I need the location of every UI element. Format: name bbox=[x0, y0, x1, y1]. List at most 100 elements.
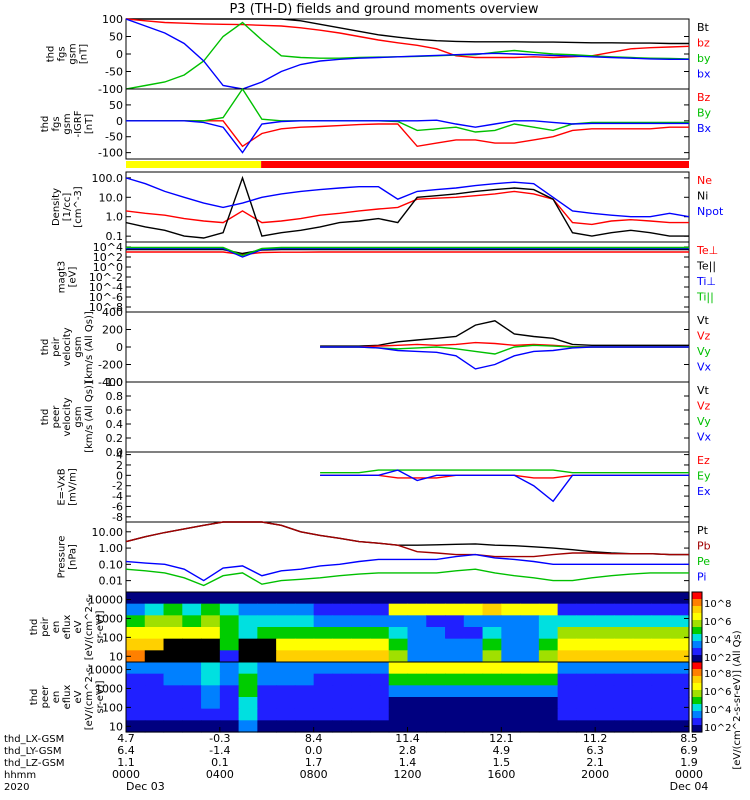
spectrogram-cell bbox=[369, 720, 390, 733]
spectrogram-cell bbox=[126, 615, 146, 628]
spectrogram-cell bbox=[407, 650, 427, 663]
spectrogram-cell bbox=[576, 697, 596, 710]
spectrogram-cell bbox=[520, 662, 540, 675]
colorbar-cell bbox=[692, 663, 702, 667]
spectrogram-cell bbox=[538, 720, 559, 733]
spectrogram-cell bbox=[294, 685, 315, 698]
spectrogram-cell bbox=[651, 697, 671, 710]
series-pb bbox=[125, 521, 689, 558]
spectrogram-cell bbox=[369, 592, 390, 605]
spectrogram-cell bbox=[670, 627, 690, 640]
spectrogram-cell bbox=[144, 650, 165, 663]
y-tick-label: 4 bbox=[116, 449, 123, 462]
spectrogram-cell bbox=[388, 603, 409, 616]
spectrogram-cell bbox=[182, 592, 202, 605]
spectrogram-cell bbox=[219, 592, 240, 605]
spectrogram-cell bbox=[294, 627, 315, 640]
spectrogram-cell bbox=[276, 673, 296, 686]
y-axis-label-line: gsm bbox=[73, 336, 84, 357]
colorbar-cell bbox=[692, 627, 702, 630]
spectrogram-cell bbox=[294, 615, 315, 628]
spectrogram-cell bbox=[576, 603, 596, 616]
y-axis-label-line: thd bbox=[29, 689, 40, 706]
chart-title: P3 (TH-D) fields and ground moments over… bbox=[229, 2, 538, 17]
spectrogram-cell bbox=[670, 615, 690, 628]
panel-frame bbox=[125, 451, 690, 523]
y-axis-label-line: -IGRF bbox=[73, 110, 84, 137]
x-tick-label: 0000 bbox=[112, 768, 140, 781]
spectrogram-cell bbox=[313, 720, 334, 733]
colorbar-cell bbox=[692, 725, 702, 728]
spectrogram-cell bbox=[595, 697, 615, 710]
spectrogram-cell bbox=[613, 627, 634, 640]
colorbar-cell bbox=[692, 702, 702, 705]
legend-entry: Bz bbox=[697, 91, 711, 104]
y-tick-label: 0 bbox=[116, 341, 123, 354]
y-tick-label: 1.00 bbox=[99, 542, 124, 555]
spectrogram-cell bbox=[219, 662, 240, 675]
colorbar-cell bbox=[692, 723, 702, 726]
colorbar-cell bbox=[692, 662, 702, 665]
spectrogram-cell bbox=[182, 708, 202, 721]
spectrogram-cell bbox=[426, 603, 446, 616]
y-axis-label-line: [cm^-3] bbox=[73, 186, 84, 227]
spectrogram-cell bbox=[613, 592, 634, 605]
spectrogram-cell bbox=[670, 673, 690, 686]
colorbar-cell bbox=[692, 714, 702, 717]
y-axis-label-line: thd bbox=[29, 619, 40, 636]
spectrogram-cell bbox=[126, 638, 146, 651]
spectrogram-cell bbox=[257, 650, 277, 663]
spectrogram-cell bbox=[163, 627, 183, 640]
spectrogram-cell bbox=[351, 673, 371, 686]
spectrogram-cell bbox=[144, 592, 165, 605]
spectrogram-cell bbox=[276, 685, 296, 698]
spectrogram-cell bbox=[557, 720, 577, 733]
legend-entry: Vy bbox=[697, 415, 711, 428]
legend-entry: Pb bbox=[697, 540, 711, 553]
spectrogram-cell bbox=[538, 708, 559, 721]
y-tick-label: 10000 bbox=[88, 594, 123, 607]
legend-entry: Pi bbox=[697, 571, 706, 584]
spectrogram-cell bbox=[445, 638, 465, 651]
spectrogram-cell bbox=[557, 627, 577, 640]
panel-frame bbox=[125, 18, 690, 90]
colorbar-cell bbox=[692, 597, 702, 600]
spectrogram-cell bbox=[426, 673, 446, 686]
spectrogram-cell bbox=[557, 697, 577, 710]
spectrogram-cell bbox=[332, 650, 352, 663]
colorbar-cell bbox=[692, 649, 702, 653]
spectrogram-cell bbox=[294, 662, 315, 675]
spectrogram-cell bbox=[613, 638, 634, 651]
spectrogram-cell bbox=[201, 627, 221, 640]
spectrogram-cell bbox=[501, 603, 521, 616]
legend-entry: Ne bbox=[697, 174, 712, 187]
y-tick-label: 200 bbox=[102, 324, 123, 337]
colorbar-cell bbox=[692, 690, 702, 693]
spectrogram-cell bbox=[144, 720, 165, 733]
spectrogram-cell bbox=[576, 685, 596, 698]
spectrogram-cell bbox=[294, 673, 315, 686]
spectrogram-cell bbox=[182, 697, 202, 710]
spectrogram-cell bbox=[163, 673, 183, 686]
y-axis-label-line: fgs bbox=[51, 116, 62, 131]
spectrogram-cell bbox=[632, 708, 653, 721]
spectrogram-cell bbox=[651, 673, 671, 686]
x-tick-label: 11.4 bbox=[395, 732, 420, 745]
spectrogram-cell bbox=[520, 638, 540, 651]
y-axis-label-line: thd bbox=[40, 339, 51, 356]
spectrogram-cell bbox=[332, 615, 352, 628]
colorbar-cell bbox=[692, 611, 702, 614]
colorbar-cell bbox=[692, 620, 702, 623]
spectrogram-cell bbox=[163, 592, 183, 605]
colorbar-cell bbox=[692, 698, 702, 702]
spectrogram-cell bbox=[219, 638, 240, 651]
colorbar-cell bbox=[692, 651, 702, 654]
colorbar-cell bbox=[692, 693, 702, 696]
spectrogram-cell bbox=[632, 638, 653, 651]
panel-frame bbox=[125, 381, 690, 453]
spectrogram-cell bbox=[201, 592, 221, 605]
colorbar-cell bbox=[692, 667, 702, 670]
colorbar-tick: 10^4 bbox=[704, 705, 731, 716]
spectrogram-cell bbox=[332, 603, 352, 616]
